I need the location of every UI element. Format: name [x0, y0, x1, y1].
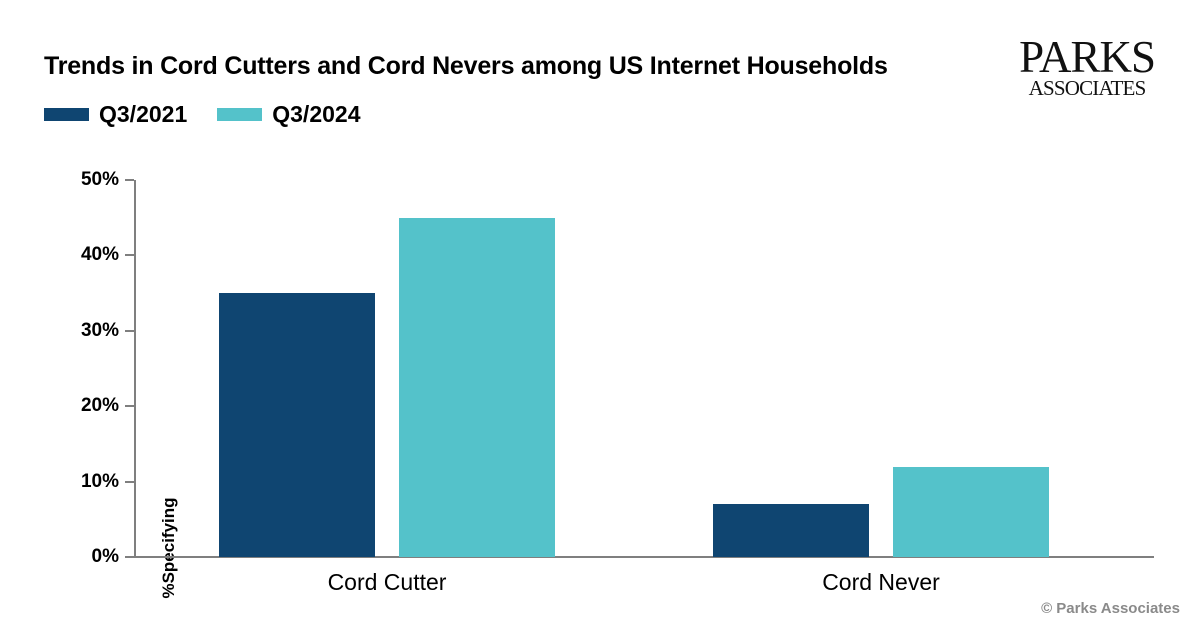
y-tick-label: 50%	[80, 169, 119, 190]
legend-swatch-q3-2024	[217, 107, 263, 121]
legend-item-q3-2021: Q3/2021	[44, 101, 187, 128]
y-axis-line	[134, 180, 136, 557]
legend-swatch-q3-2021	[44, 107, 89, 121]
logo-parks-text: PARKS	[1019, 32, 1156, 82]
y-tick-mark	[125, 329, 134, 332]
y-tick-mark	[125, 556, 134, 558]
bar-q3-2024-cord-cutter	[399, 217, 555, 557]
y-tick-mark	[125, 480, 134, 483]
chart-title: Trends in Cord Cutters and Cord Nevers a…	[44, 52, 888, 80]
legend: Q3/2021 Q3/2024	[44, 100, 391, 128]
copyright-note: © Parks Associates	[1041, 600, 1180, 617]
y-tick-mark	[125, 179, 134, 181]
bar-q3-2021-cord-cutter	[219, 293, 375, 557]
legend-label-q3-2021: Q3/2021	[99, 100, 188, 127]
y-tick-label: 30%	[80, 319, 119, 341]
y-axis-title: %Specifying	[159, 497, 178, 599]
y-tick-label: 10%	[80, 470, 119, 492]
bar-q3-2021-cord-never	[713, 504, 869, 557]
x-category-label-cord-cutter: Cord Cutter	[327, 569, 447, 595]
bar-q3-2024-cord-never	[893, 466, 1049, 557]
y-tick-mark	[125, 405, 134, 408]
x-axis-line	[134, 556, 1154, 558]
plot-area: %Specifying 0% 10% 20% 30% 40% 50% Cord Cutter…	[81, 169, 1154, 599]
legend-label-q3-2024: Q3/2024	[272, 100, 361, 127]
y-tick-label: 40%	[80, 244, 119, 266]
y-tick-mark	[125, 254, 134, 257]
y-tick-label: 20%	[80, 395, 119, 417]
x-category-label-cord-never: Cord Never	[822, 569, 940, 595]
y-tick-label: 0%	[91, 546, 119, 567]
parks-associates-logo: PARKS ASSOCIATES	[1019, 32, 1156, 100]
logo-associates-text: ASSOCIATES	[1028, 76, 1147, 100]
legend-item-q3-2024: Q3/2024	[217, 100, 361, 128]
